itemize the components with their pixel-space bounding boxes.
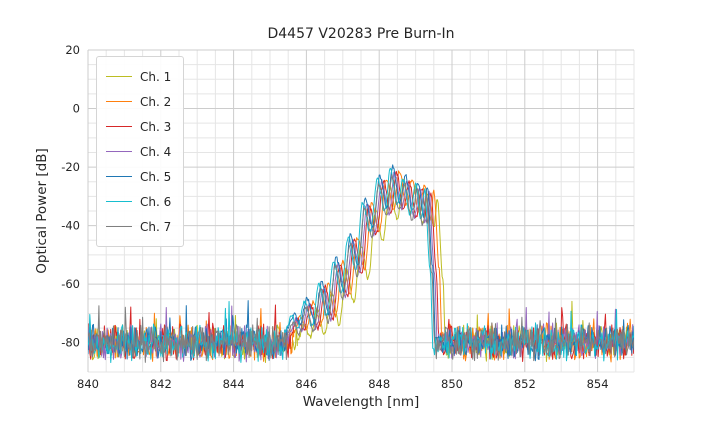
y-tick-label: -60 — [61, 277, 80, 291]
legend-label: Ch. 6 — [140, 194, 172, 209]
x-tick-label: 848 — [368, 377, 390, 391]
y-tick-label: 0 — [73, 102, 80, 116]
legend-line-swatch — [106, 126, 132, 127]
legend-label: Ch. 2 — [140, 94, 172, 109]
legend-item-6: Ch. 6 — [106, 189, 171, 214]
legend-item-2: Ch. 2 — [106, 89, 171, 114]
y-axis-label: Optical Power [dB] — [34, 148, 50, 274]
legend-label: Ch. 3 — [140, 119, 172, 134]
legend-line-swatch — [106, 151, 132, 152]
legend-item-1: Ch. 1 — [106, 64, 171, 89]
chart-title: D4457 V20283 Pre Burn-In — [267, 26, 455, 42]
legend-line-swatch — [106, 176, 132, 177]
y-tick-label: 20 — [65, 43, 80, 57]
x-tick-label: 842 — [150, 377, 172, 391]
legend-line-swatch — [106, 101, 132, 102]
y-tick-label: -40 — [61, 219, 80, 233]
series-line-7 — [88, 174, 634, 363]
x-tick-label: 844 — [223, 377, 245, 391]
legend-line-swatch — [106, 226, 132, 227]
x-tick-label: 854 — [587, 377, 609, 391]
legend-item-5: Ch. 5 — [106, 164, 171, 189]
y-tick-label: -20 — [61, 160, 80, 174]
legend-item-7: Ch. 7 — [106, 214, 171, 239]
x-axis-label: Wavelength [nm] — [302, 394, 420, 410]
x-tick-label: 846 — [295, 377, 317, 391]
legend-label: Ch. 4 — [140, 144, 172, 159]
legend-item-3: Ch. 3 — [106, 114, 171, 139]
legend-label: Ch. 5 — [140, 169, 172, 184]
legend-label: Ch. 7 — [140, 219, 172, 234]
x-tick-label: 852 — [514, 377, 536, 391]
legend-label: Ch. 1 — [140, 69, 172, 84]
legend-line-swatch — [106, 76, 132, 77]
legend: Ch. 1 Ch. 2 Ch. 3 Ch. 4 Ch. 5 Ch. 6 Ch. 7 — [96, 56, 185, 247]
x-tick-label: 850 — [441, 377, 463, 391]
y-tick-label: -80 — [61, 336, 80, 350]
x-tick-label: 840 — [77, 377, 99, 391]
legend-line-swatch — [106, 201, 132, 202]
legend-item-4: Ch. 4 — [106, 139, 171, 164]
